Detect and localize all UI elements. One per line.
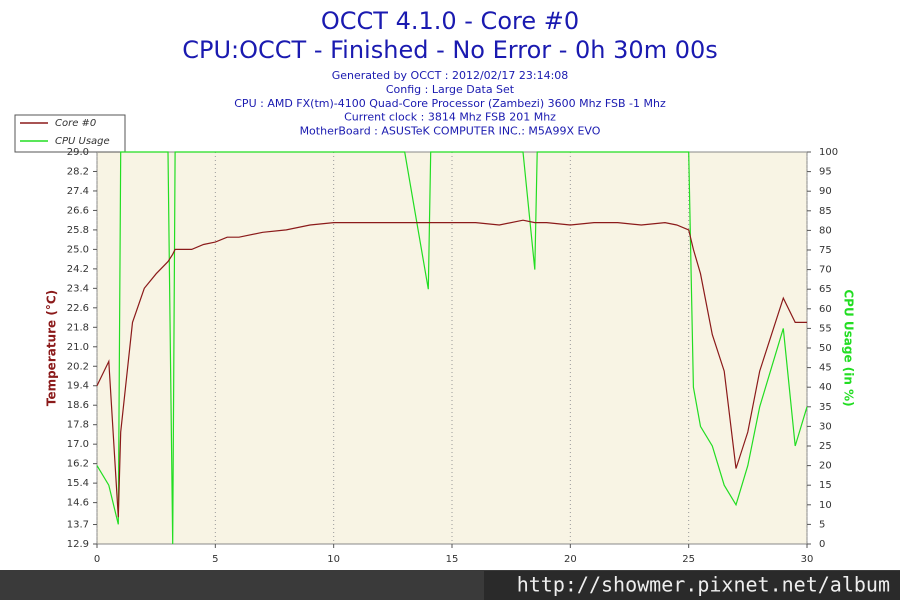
y2-tick-label: 55	[819, 323, 832, 334]
info-line: CPU : AMD FX(tm)-4100 Quad-Core Processo…	[234, 97, 666, 110]
y-tick-label: 29.0	[67, 147, 89, 158]
y2-tick-label: 100	[819, 147, 838, 158]
y2-tick-label: 5	[819, 519, 825, 530]
info-line: Generated by OCCT : 2012/02/17 23:14:08	[332, 69, 569, 82]
y-tick-label: 17.8	[67, 420, 89, 431]
y-tick-label: 25.8	[67, 225, 89, 236]
x-tick-label: 30	[801, 554, 814, 565]
series-line	[96, 219, 807, 518]
y-tick-label: 24.2	[67, 264, 89, 275]
y2-tick-label: 15	[819, 480, 832, 491]
y2-tick-label: 85	[819, 206, 832, 217]
x-tick-label: 0	[94, 554, 100, 565]
chart-title: OCCT 4.1.0 - Core #0	[321, 7, 579, 35]
legend-label: Core #0	[55, 118, 96, 129]
y-tick-label: 21.8	[67, 322, 89, 333]
y-tick-label: 21.0	[67, 342, 89, 353]
x-tick-label: 5	[212, 554, 218, 565]
y-tick-label: 27.4	[67, 186, 89, 197]
y2-tick-label: 30	[819, 421, 832, 432]
x-tick-label: 15	[446, 554, 459, 565]
y-axis-title: Temperature (°C)	[45, 290, 59, 406]
legend-label: CPU Usage	[55, 136, 110, 147]
legend	[14, 114, 126, 153]
y-tick-label: 12.9	[67, 539, 89, 550]
y2-tick-label: 10	[819, 500, 832, 511]
y-tick-label: 23.4	[67, 283, 89, 294]
y-tick-label: 22.6	[67, 303, 89, 314]
y-tick-label: 25.0	[67, 244, 89, 255]
x-tick-label: 10	[327, 554, 340, 565]
y2-tick-label: 40	[819, 382, 832, 393]
y-tick-label: 17.0	[67, 439, 89, 450]
y-tick-label: 28.2	[67, 166, 89, 177]
y2-tick-label: 95	[819, 167, 832, 178]
y2-axis-title: CPU Usage (in %)	[842, 289, 856, 406]
y2-tick-label: 70	[819, 265, 832, 276]
info-line: Config : Large Data Set	[386, 83, 515, 96]
y-tick-label: 18.6	[67, 400, 89, 411]
chart-subtitle: CPU:OCCT - Finished - No Error - 0h 30m …	[182, 36, 718, 64]
info-line: MotherBoard : ASUSTeK COMPUTER INC.: M5A…	[300, 125, 601, 138]
y-tick-label: 20.2	[67, 361, 89, 372]
watermark-box	[484, 571, 900, 600]
watermark: http://showmer.pixnet.net/album	[517, 573, 890, 597]
y2-tick-label: 0	[819, 539, 825, 550]
y-tick-label: 19.4	[67, 381, 89, 392]
info-line: Current clock : 3814 Mhz FSB 201 Mhz	[344, 111, 556, 124]
y-tick-label: 16.2	[67, 459, 89, 470]
series-line	[96, 151, 808, 545]
y2-tick-label: 60	[819, 304, 832, 315]
y2-tick-label: 90	[819, 186, 832, 197]
y2-tick-label: 20	[819, 461, 832, 472]
y2-tick-label: 35	[819, 402, 832, 413]
x-tick-label: 20	[564, 554, 577, 565]
y2-tick-label: 50	[819, 343, 832, 354]
y2-tick-label: 25	[819, 441, 832, 452]
y2-tick-label: 80	[819, 225, 832, 236]
y2-tick-label: 75	[819, 245, 832, 256]
y-tick-label: 13.7	[67, 520, 89, 531]
y-tick-label: 14.6	[67, 498, 89, 509]
y2-tick-label: 45	[819, 363, 832, 374]
y-tick-label: 15.4	[67, 478, 89, 489]
y2-tick-label: 65	[819, 284, 832, 295]
y-tick-label: 26.6	[67, 205, 89, 216]
x-tick-label: 25	[682, 554, 695, 565]
